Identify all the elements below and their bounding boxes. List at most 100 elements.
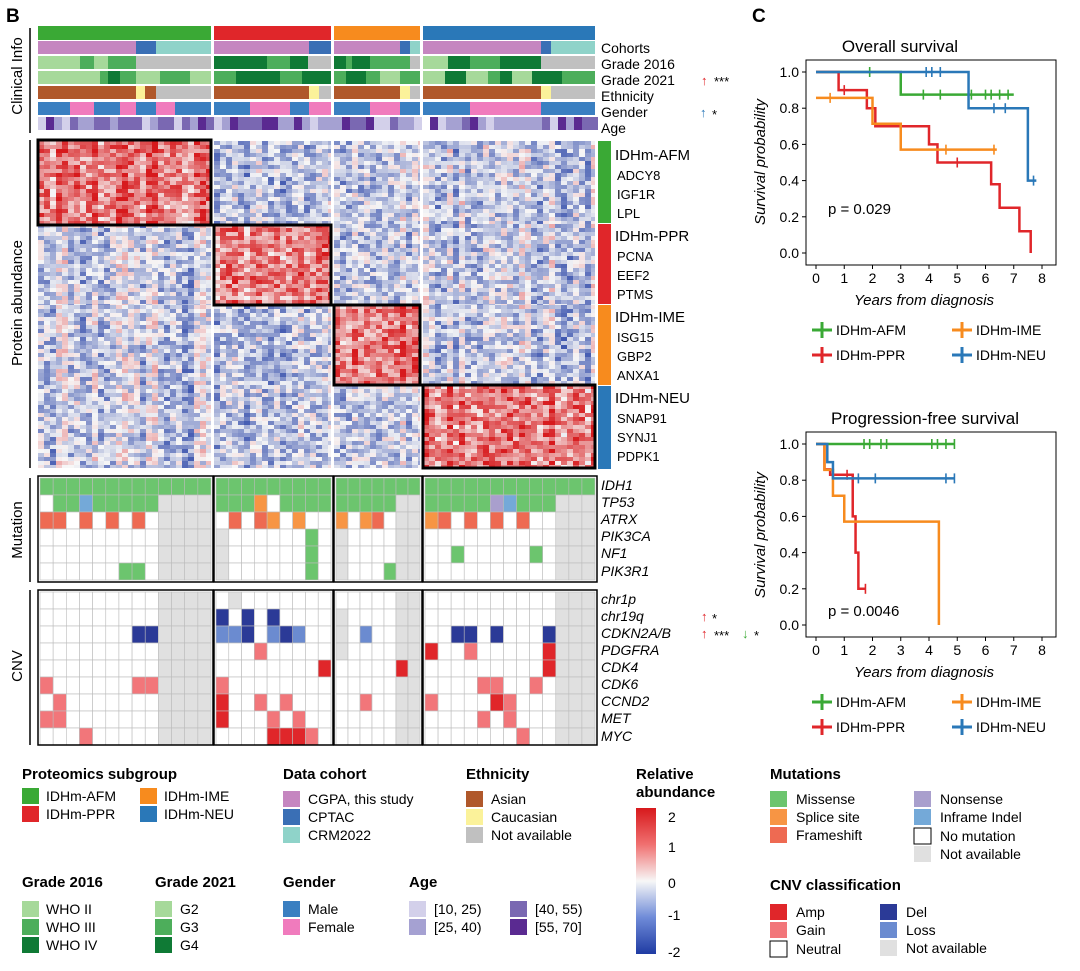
heat-cell [298,181,304,185]
heat-cell [140,425,146,429]
clinical-cell [346,56,352,69]
clinical-cell [370,102,400,115]
heat-cell [152,165,158,169]
heat-cell [104,288,110,292]
heat-cell [256,449,262,453]
heat-cell [152,369,158,373]
heat-cell [206,349,211,353]
heat-cell [244,272,250,276]
heat-cell [182,325,188,329]
heat-cell [104,165,110,169]
heat-cell [226,457,232,461]
heat-cell [334,213,340,217]
heat-cell [352,161,358,165]
heat-cell [232,377,238,381]
heat-cell [256,345,262,349]
heat-cell [364,205,370,209]
heat-cell [170,313,176,317]
heat-cell [80,317,86,321]
heat-cell [226,425,232,429]
heat-cell [358,309,364,313]
heat-cell [68,272,74,276]
heat-cell [62,341,68,345]
heat-cell [376,185,382,189]
heat-cell [86,393,92,397]
heat-cell [200,240,206,244]
heat-cell [292,252,298,256]
heat-cell [226,325,232,329]
heat-cell [128,228,134,232]
heat-cell [322,236,328,240]
heat-cell [364,317,370,321]
heat-cell [268,425,274,429]
heat-cell [298,417,304,421]
heat-cell [74,425,80,429]
heat-cell [376,260,382,264]
heat-cell [358,280,364,284]
heat-cell [250,369,256,373]
heat-cell [86,465,92,468]
heat-cell [116,333,122,337]
heat-cell [50,228,56,232]
heat-cell [56,377,62,381]
heat-cell [122,317,128,321]
heat-cell [274,361,280,365]
heat-cell [206,337,211,341]
heat-cell [206,309,211,313]
heat-cell [170,393,176,397]
heat-cell [220,264,226,268]
heat-cell [334,165,340,169]
heat-cell [358,321,364,325]
heat-cell [316,201,322,205]
heat-cell [92,153,98,157]
heat-cell [232,185,238,189]
heat-cell [238,276,244,280]
heat-cell [170,317,176,321]
heat-cell [376,377,382,381]
heat-cell [116,157,122,161]
heat-cell [200,256,206,260]
heat-cell [200,201,206,205]
heat-cell [194,429,200,433]
heat-cell [176,272,182,276]
heat-cell [334,421,340,425]
heat-cell [238,189,244,193]
heat-cell [340,296,346,300]
heat-cell [274,157,280,161]
heat-cell [176,349,182,353]
heat-cell [116,365,122,369]
heat-cell [176,161,182,165]
heat-cell [238,185,244,189]
heat-cell [80,228,86,232]
heat-cell [74,457,80,461]
heat-cell [62,325,68,329]
heat-cell [364,193,370,197]
heat-cell [340,365,346,369]
heat-cell [140,189,146,193]
heat-cell [340,217,346,221]
heat-cell [244,357,250,361]
heat-cell [340,173,346,177]
heat-cell [280,173,286,177]
heat-cell [250,385,256,389]
heat-cell [50,177,56,181]
heat-cell [98,149,104,153]
heat-cell [194,244,200,248]
heat-cell [328,417,331,421]
heat-cell [188,205,194,209]
heat-cell [80,361,86,365]
heat-cell [176,373,182,377]
heat-cell [158,409,164,413]
heat-cell [38,405,44,409]
heat-cell [304,217,310,221]
heat-cell [68,377,74,381]
clinical-cell [280,71,302,84]
heat-cell [146,453,152,457]
heat-cell [50,357,56,361]
heat-cell [352,141,358,145]
heat-cell [310,169,316,173]
heat-cell [176,429,182,433]
heat-cell [98,361,104,365]
heat-cell [164,304,170,305]
heat-cell [104,385,110,389]
